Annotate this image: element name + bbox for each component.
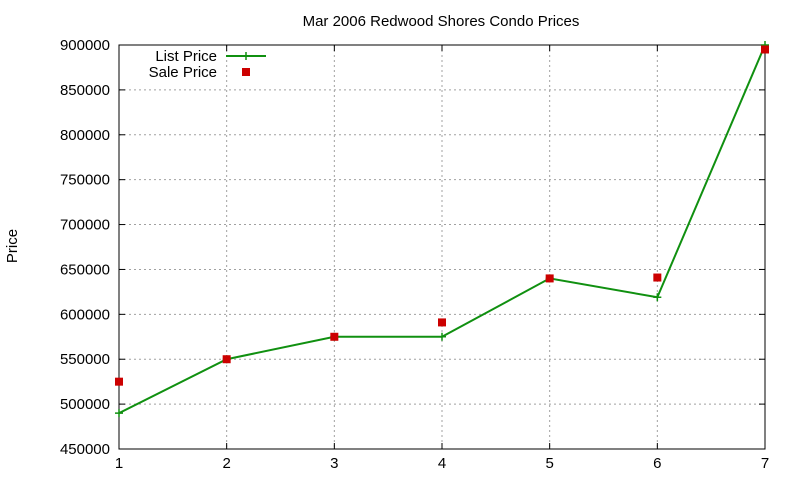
x-tick-label: 7: [761, 455, 769, 472]
y-tick-label: 650000: [60, 261, 110, 278]
x-tick-label: 3: [330, 455, 338, 472]
sale-price-point: [330, 332, 339, 341]
x-tick-label: 1: [115, 455, 123, 472]
x-tick-label: 5: [545, 455, 553, 472]
x-tick-label: 6: [653, 455, 661, 472]
legend-label: List Price: [155, 48, 217, 65]
list-price-point: [438, 332, 446, 341]
sale-price-point: [115, 377, 123, 386]
plot-frame: [118, 44, 766, 450]
x-tick-label: 2: [222, 455, 230, 472]
y-tick-label: 500000: [60, 396, 110, 413]
x-axis-ticks: 1 2 3 4 5 6 7: [115, 45, 769, 472]
sale-price-point: [653, 273, 662, 282]
y-tick-label: 600000: [60, 306, 110, 323]
list-price-point: [653, 293, 662, 302]
y-axis-label: Price: [4, 229, 21, 263]
sale-price-point: [438, 318, 446, 327]
sale-price-point: [761, 45, 769, 54]
list-price-point: [115, 409, 123, 418]
legend-plus-marker: [242, 52, 250, 60]
legend-label: Sale Price: [149, 64, 217, 81]
sale-price-point: [545, 274, 554, 283]
y-tick-label: 750000: [60, 172, 110, 189]
y-axis-ticks: 450000 500000 550000 600000 650000 700000 7500…: [60, 37, 765, 458]
y-tick-label: 450000: [60, 441, 110, 458]
legend-square-marker: [242, 68, 250, 76]
grid-lines: [119, 45, 765, 449]
y-tick-label: 800000: [60, 127, 110, 144]
y-tick-label: 850000: [60, 82, 110, 99]
y-tick-label: 900000: [60, 37, 110, 54]
y-tick-label: 550000: [60, 351, 110, 368]
series-layer: [115, 41, 769, 418]
chart-title: Mar 2006 Redwood Shores Condo Prices: [303, 13, 580, 30]
x-tick-label: 4: [438, 455, 446, 472]
y-tick-label: 700000: [60, 217, 110, 234]
sale-price-point: [222, 355, 231, 364]
